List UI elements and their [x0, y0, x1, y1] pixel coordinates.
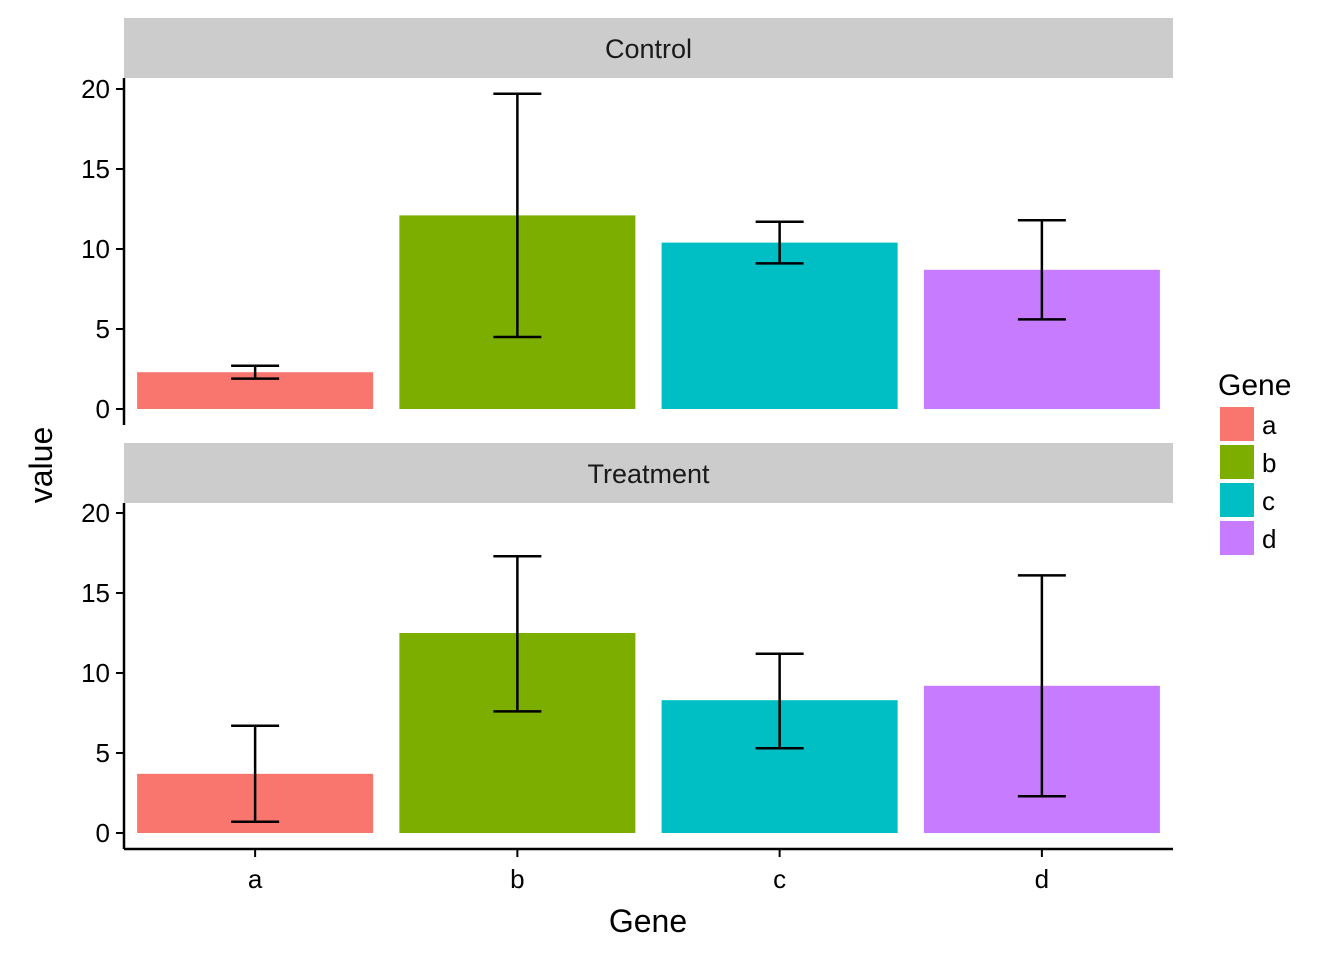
facet-strip-label: Control [605, 34, 692, 64]
y-tick-label: 15 [81, 154, 110, 184]
y-axis-title: value [23, 427, 59, 504]
legend-label-c: c [1262, 486, 1275, 516]
legend-swatch-d [1220, 521, 1254, 555]
y-tick-label: 20 [81, 74, 110, 104]
axis-layer: Gene value [23, 427, 687, 939]
error-bar-b [493, 92, 542, 339]
x-tick-label: b [510, 864, 524, 894]
error-bar-a [231, 724, 280, 824]
error-bar-b [493, 554, 542, 713]
facet-strip [124, 18, 1173, 78]
legend-label-a: a [1262, 410, 1277, 440]
facet-strip-label: Treatment [587, 459, 710, 489]
y-tick-label: 5 [96, 738, 110, 768]
error-bar-c [755, 220, 804, 265]
y-tick-label: 10 [81, 658, 110, 688]
legend-swatch-b [1220, 445, 1254, 479]
facet-panel-treatment: Treatment 0 5 10 15 20 a b c d [81, 443, 1173, 894]
x-tick-label: d [1035, 864, 1049, 894]
panels-layer: Control 0 5 10 15 20 Treatment 0 5 10 15 20 a b c d [81, 18, 1173, 894]
error-bar-d [1017, 574, 1066, 798]
facet-strip [124, 443, 1173, 503]
y-tick-label: 5 [96, 314, 110, 344]
error-bar-c [755, 652, 804, 750]
x-axis-title: Gene [609, 903, 687, 939]
legend-title: Gene [1218, 369, 1291, 402]
x-tick-label: c [773, 864, 786, 894]
legend-label-d: d [1262, 524, 1276, 554]
facet-panel-control: Control 0 5 10 15 20 [81, 18, 1173, 425]
legend-swatch-c [1220, 483, 1254, 517]
y-tick-label: 15 [81, 578, 110, 608]
error-bar-d [1017, 218, 1066, 321]
error-bar-a [231, 364, 280, 380]
y-tick-label: 10 [81, 234, 110, 264]
legend-label-b: b [1262, 448, 1276, 478]
x-tick-label: a [248, 864, 263, 894]
bar-c [661, 242, 898, 409]
legend-swatch-a [1220, 407, 1254, 441]
y-tick-label: 0 [96, 818, 110, 848]
y-tick-label: 20 [81, 498, 110, 528]
y-tick-label: 0 [96, 394, 110, 424]
